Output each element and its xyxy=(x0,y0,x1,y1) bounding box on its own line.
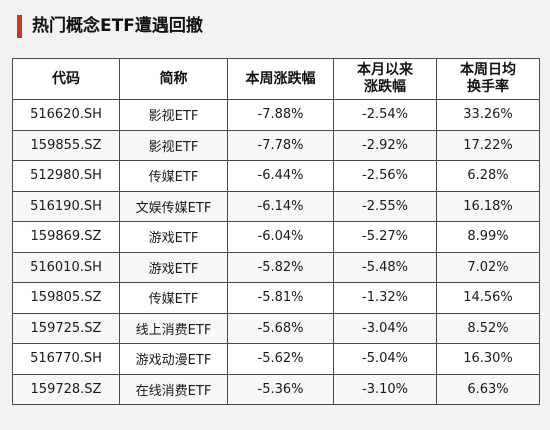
cell-turnover: 16.30% xyxy=(436,343,540,375)
header-turnover: 本周日均 换手率 xyxy=(436,58,540,100)
table-row: 159725.SZ 线上消费ETF -5.68% -3.04% 8.52% xyxy=(12,312,540,344)
cell-week-change: -6.44% xyxy=(227,160,334,192)
cell-name: 游戏ETF xyxy=(119,251,228,283)
cell-week-change: -5.68% xyxy=(227,312,334,344)
cell-code: 159869.SZ xyxy=(12,221,120,253)
cell-month-change: -3.10% xyxy=(333,373,437,405)
cell-week-change: -7.88% xyxy=(227,99,334,131)
cell-turnover: 14.56% xyxy=(436,282,540,314)
table-row: 516010.SH 游戏ETF -5.82% -5.48% 7.02% xyxy=(12,251,540,283)
header: 热门概念ETF遭遇回撤 xyxy=(0,0,550,50)
cell-code: 512980.SH xyxy=(12,160,120,192)
table-row: 516770.SH 游戏动漫ETF -5.62% -5.04% 16.30% xyxy=(12,343,540,375)
cell-week-change: -5.82% xyxy=(227,251,334,283)
header-week-change: 本周涨跌幅 xyxy=(227,58,334,100)
etf-table-container: 代码 简称 本周涨跌幅 本月以来 涨跌幅 本周日均 换手率 516620.SH 影视… xyxy=(12,58,540,405)
cell-name: 传媒ETF xyxy=(119,282,228,314)
cell-month-change: -1.32% xyxy=(333,282,437,314)
cell-month-change: -5.27% xyxy=(333,221,437,253)
table-row: 516190.SH 文娱传媒ETF -6.14% -2.55% 16.18% xyxy=(12,190,540,222)
cell-turnover: 7.02% xyxy=(436,251,540,283)
cell-month-change: -2.55% xyxy=(333,190,437,222)
cell-week-change: -5.62% xyxy=(227,343,334,375)
cell-code: 159725.SZ xyxy=(12,312,120,344)
title-accent-bar xyxy=(17,15,22,38)
cell-turnover: 16.18% xyxy=(436,190,540,222)
cell-week-change: -6.14% xyxy=(227,190,334,222)
cell-name: 文娱传媒ETF xyxy=(119,190,228,222)
header-month-change: 本月以来 涨跌幅 xyxy=(333,58,437,100)
table-row: 159869.SZ 游戏ETF -6.04% -5.27% 8.99% xyxy=(12,221,540,253)
table-row: 512980.SH 传媒ETF -6.44% -2.56% 6.28% xyxy=(12,160,540,192)
table-row: 516620.SH 影视ETF -7.88% -2.54% 33.26% xyxy=(12,99,540,131)
cell-turnover: 6.28% xyxy=(436,160,540,192)
cell-code: 516010.SH xyxy=(12,251,120,283)
cell-code: 516770.SH xyxy=(12,343,120,375)
cell-turnover: 6.63% xyxy=(436,373,540,405)
cell-code: 516190.SH xyxy=(12,190,120,222)
cell-name: 游戏ETF xyxy=(119,221,228,253)
table-row: 159855.SZ 影视ETF -7.78% -2.92% 17.22% xyxy=(12,129,540,161)
cell-name: 游戏动漫ETF xyxy=(119,343,228,375)
cell-name: 线上消费ETF xyxy=(119,312,228,344)
cell-code: 516620.SH xyxy=(12,99,120,131)
table-row: 159805.SZ 传媒ETF -5.81% -1.32% 14.56% xyxy=(12,282,540,314)
table-header-row: 代码 简称 本周涨跌幅 本月以来 涨跌幅 本周日均 换手率 xyxy=(12,58,540,100)
cell-name: 影视ETF xyxy=(119,99,228,131)
header-code: 代码 xyxy=(12,58,120,100)
cell-month-change: -2.56% xyxy=(333,160,437,192)
cell-code: 159855.SZ xyxy=(12,129,120,161)
cell-month-change: -2.92% xyxy=(333,129,437,161)
cell-month-change: -3.04% xyxy=(333,312,437,344)
cell-code: 159728.SZ xyxy=(12,373,120,405)
cell-month-change: -5.48% xyxy=(333,251,437,283)
cell-month-change: -2.54% xyxy=(333,99,437,131)
cell-name: 影视ETF xyxy=(119,129,228,161)
cell-turnover: 8.52% xyxy=(436,312,540,344)
page-title: 热门概念ETF遭遇回撤 xyxy=(32,16,203,36)
table-row: 159728.SZ 在线消费ETF -5.36% -3.10% 6.63% xyxy=(12,373,540,405)
cell-week-change: -6.04% xyxy=(227,221,334,253)
etf-table: 代码 简称 本周涨跌幅 本月以来 涨跌幅 本周日均 换手率 516620.SH 影视… xyxy=(12,58,540,405)
cell-turnover: 8.99% xyxy=(436,221,540,253)
cell-name: 在线消费ETF xyxy=(119,373,228,405)
cell-code: 159805.SZ xyxy=(12,282,120,314)
cell-week-change: -5.36% xyxy=(227,373,334,405)
cell-name: 传媒ETF xyxy=(119,160,228,192)
cell-turnover: 17.22% xyxy=(436,129,540,161)
header-name: 简称 xyxy=(119,58,228,100)
cell-turnover: 33.26% xyxy=(436,99,540,131)
cell-week-change: -5.81% xyxy=(227,282,334,314)
cell-week-change: -7.78% xyxy=(227,129,334,161)
cell-month-change: -5.04% xyxy=(333,343,437,375)
